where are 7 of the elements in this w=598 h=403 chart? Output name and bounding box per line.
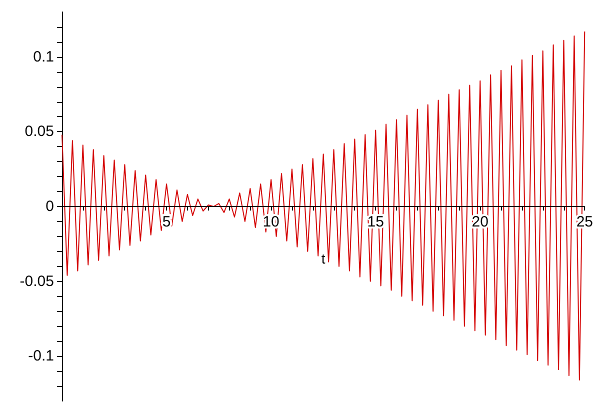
y-tick-label: -0.1 <box>28 348 54 365</box>
y-tick-label: 0 <box>46 198 54 215</box>
x-axis-title: t <box>321 250 326 266</box>
y-tick-label: 0.05 <box>24 123 54 140</box>
x-tick-label: 5 <box>162 214 171 230</box>
y-tick-label: -0.05 <box>20 272 54 290</box>
y-tick-label: 0.1 <box>33 48 54 66</box>
